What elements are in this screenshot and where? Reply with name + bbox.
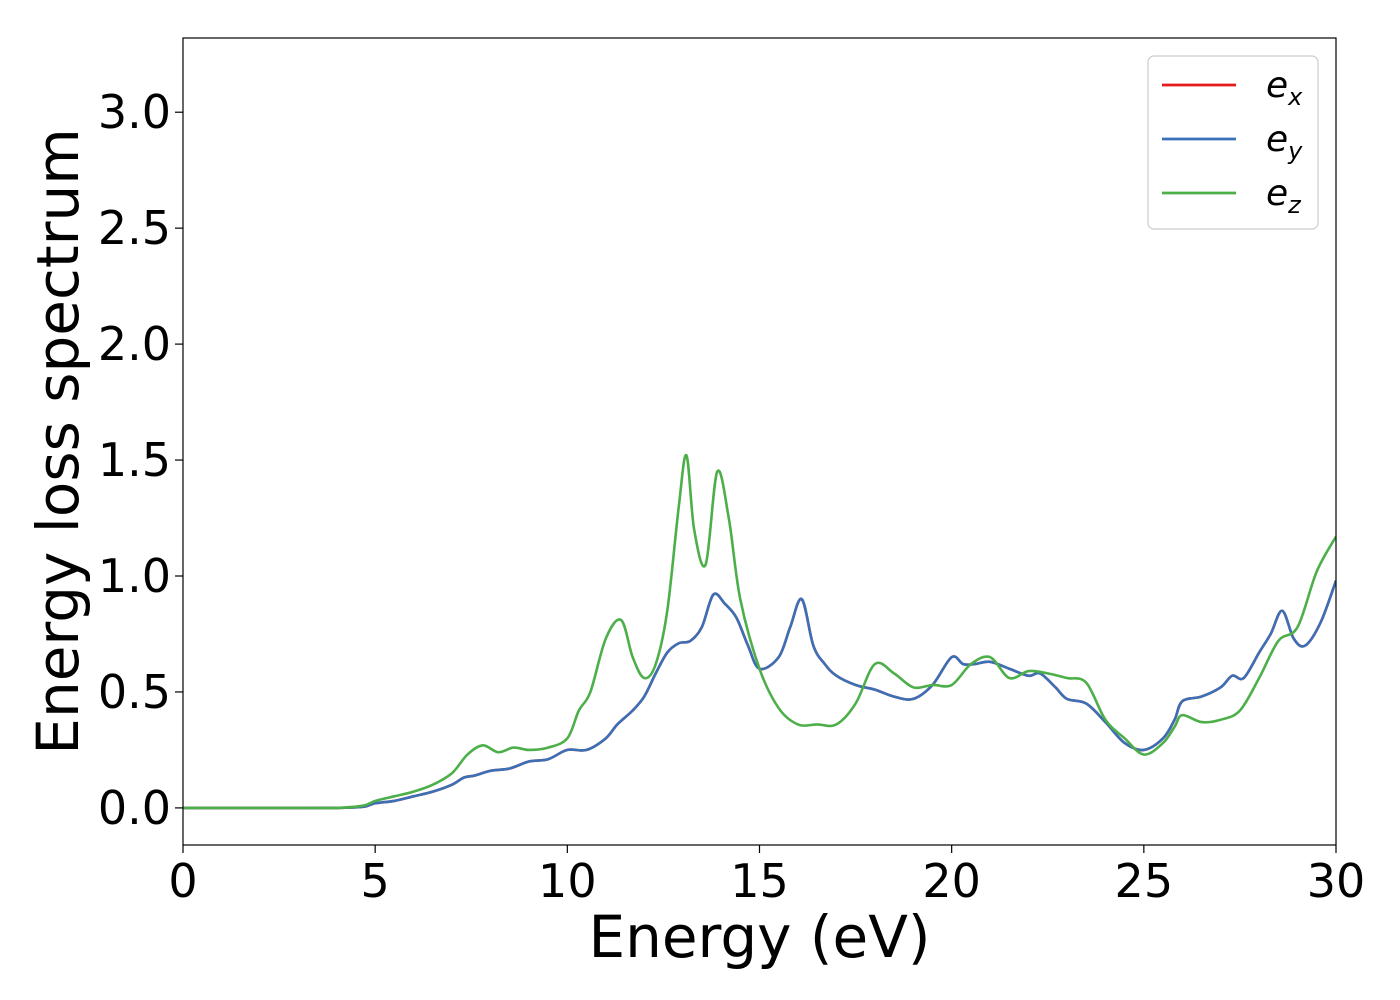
y-tick-label: 0.0 <box>98 781 171 835</box>
y-tick-label: 2.0 <box>98 317 171 371</box>
series-line-ey <box>183 580 1336 810</box>
series-layer <box>183 454 1336 810</box>
y-tick-label: 3.0 <box>98 85 171 139</box>
x-axis-label: Energy (eV) <box>588 903 930 971</box>
legend-box <box>1147 55 1319 230</box>
legend-entry-ex: ex <box>1266 65 1303 111</box>
x-tick-label: 0 <box>168 854 197 908</box>
x-tick-label: 20 <box>922 854 981 908</box>
y-tick-label: 1.5 <box>98 433 171 487</box>
y-tick-label: 2.5 <box>98 201 171 255</box>
legend-entry-ey: ey <box>1266 119 1303 165</box>
series-line-ez <box>183 454 1336 810</box>
y-tick-label: 0.5 <box>98 665 171 719</box>
y-axis: 0.0 0.5 1.0 1.5 2.0 2.5 3.0 <box>98 85 183 835</box>
x-tick-label: 15 <box>730 854 789 908</box>
x-axis: 0 5 10 15 20 25 30 <box>168 845 1365 908</box>
legend-entry-ez: ez <box>1266 173 1302 219</box>
y-tick-label: 1.0 <box>98 549 171 603</box>
x-tick-label: 30 <box>1307 854 1366 908</box>
x-tick-label: 10 <box>538 854 597 908</box>
legend: ex ey ez <box>1147 55 1319 230</box>
x-tick-label: 5 <box>361 854 390 908</box>
x-tick-label: 25 <box>1115 854 1174 908</box>
y-axis-label: Energy loss spectrum <box>24 128 92 754</box>
